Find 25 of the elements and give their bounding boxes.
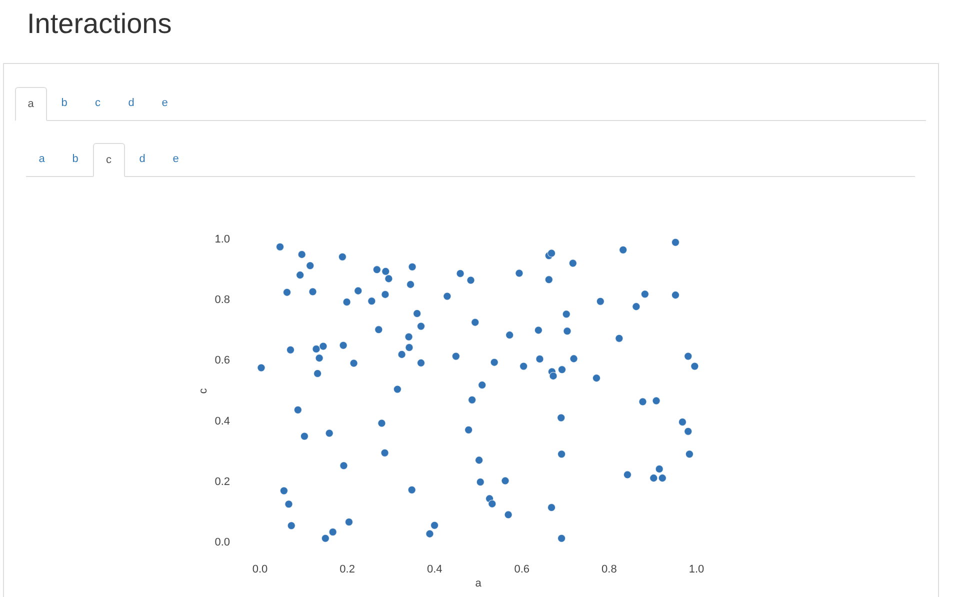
- tab[interactable]: a: [26, 143, 58, 176]
- x-tick-label: 0.4: [426, 564, 442, 576]
- tab[interactable]: e: [160, 143, 192, 176]
- tab[interactable]: e: [149, 87, 180, 120]
- y-tick-label: 1.0: [214, 234, 230, 246]
- tab[interactable]: d: [126, 143, 158, 176]
- x-tick-label: 0.0: [252, 564, 268, 576]
- x-tick-label: 1.0: [688, 564, 704, 576]
- tab[interactable]: c: [82, 87, 114, 120]
- x-tick-label: 0.8: [602, 564, 617, 576]
- y-tick-label: 0.6: [214, 354, 230, 367]
- tab[interactable]: b: [48, 87, 80, 120]
- tab[interactable]: b: [60, 143, 91, 176]
- tab[interactable]: a: [15, 87, 46, 121]
- tab[interactable]: c: [93, 143, 124, 177]
- chart-title: Interactions: [27, 7, 172, 41]
- tab[interactable]: d: [116, 87, 147, 120]
- y-tick-label: 0.8: [214, 294, 230, 306]
- y-axis-title: c: [198, 388, 210, 394]
- x-tick-label: 0.6: [514, 564, 530, 576]
- x-axis-title: a: [475, 578, 482, 590]
- x-tick-label: 0.2: [340, 564, 355, 576]
- y-tick-label: 0.0: [214, 536, 230, 548]
- y-tick-label: 0.2: [214, 476, 230, 488]
- y-tick-label: 0.4: [214, 415, 230, 428]
